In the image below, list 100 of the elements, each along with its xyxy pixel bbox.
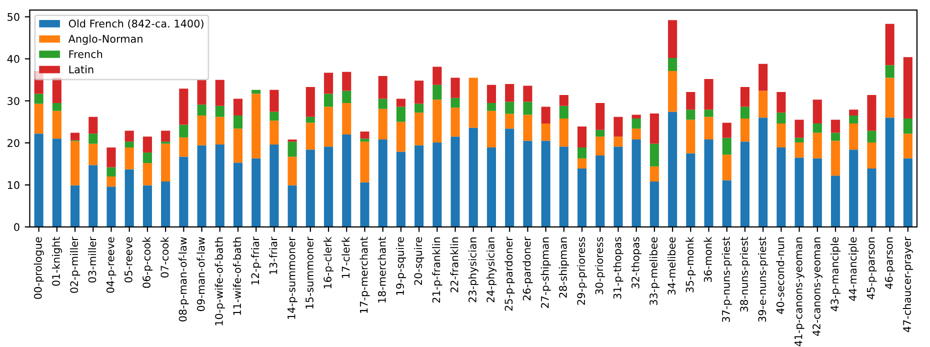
bar (450, 78, 460, 98)
bar (668, 20, 678, 58)
x-tick-label: 34-melibee (668, 237, 676, 295)
bar (106, 167, 116, 176)
bar (523, 102, 532, 115)
bar (88, 134, 98, 144)
bar (885, 78, 894, 118)
bar (252, 94, 261, 158)
bar (360, 132, 370, 139)
bar (396, 98, 406, 107)
bar (632, 140, 641, 227)
bar (740, 142, 750, 227)
x-tick-label: 19-p-squire (396, 237, 406, 295)
x-tick-label: 33-p-melibee (649, 237, 660, 306)
x-tick-label: 21-p-franklin (432, 238, 442, 303)
x-tick-label: 23-physician (468, 238, 478, 302)
bar (396, 106, 406, 122)
bar (34, 104, 44, 134)
bar (88, 116, 98, 134)
bar (650, 144, 659, 166)
bar (52, 138, 62, 227)
x-tick-label: 22-franklin (450, 238, 458, 292)
bar (776, 112, 786, 124)
bar (758, 64, 768, 91)
bar (179, 156, 188, 227)
bar (885, 118, 894, 227)
bar (468, 128, 478, 227)
bar (722, 122, 732, 138)
bar (270, 120, 279, 145)
bar (270, 144, 279, 227)
bar (541, 106, 550, 124)
bar (686, 92, 696, 110)
bar (124, 169, 134, 227)
y-tick-label: 40 (7, 55, 20, 63)
x-tick-label: 31-p-thopas (613, 237, 624, 299)
bar (849, 110, 858, 116)
bar (559, 94, 568, 106)
bar (106, 186, 116, 227)
bar (233, 128, 243, 163)
x-tick-label: 35-p-monk (686, 236, 696, 292)
bar (70, 141, 80, 186)
bar (577, 126, 587, 148)
bar (794, 138, 804, 142)
x-tick-label: 41-p-canons-yeoman (794, 238, 804, 346)
bar (197, 116, 206, 146)
x-tick-label: 36-monk (704, 236, 712, 282)
x-tick-label: 28-shipman (558, 238, 569, 298)
x-tick-label: 25-p-pardoner (504, 236, 515, 311)
bar (161, 130, 170, 142)
bar (197, 104, 206, 116)
bar (812, 132, 822, 158)
bar (704, 116, 714, 140)
bar (450, 108, 460, 137)
bar (849, 124, 858, 150)
bar (614, 136, 623, 147)
bar (650, 166, 659, 182)
bar (776, 92, 786, 113)
bar (396, 152, 406, 227)
bar (903, 57, 912, 118)
x-tick-label: 00-prologue (34, 237, 44, 299)
bar (215, 144, 224, 227)
legend-label: Old French (842-ca. 1400) (68, 19, 204, 29)
bar (794, 142, 804, 158)
legend-label: French (69, 50, 102, 58)
y-tick-label: 0 (14, 223, 20, 232)
bar (486, 102, 496, 111)
bar (233, 116, 243, 129)
bar (614, 146, 623, 227)
bar (740, 118, 750, 142)
bar (414, 104, 424, 113)
x-tick-label: 37-p-nuns-priest (722, 236, 732, 322)
bar (52, 110, 62, 139)
bar (650, 113, 659, 144)
bar (124, 142, 134, 148)
x-tick-label: 10-p-wife-of-bath (214, 238, 225, 326)
bar (505, 114, 514, 129)
bar (396, 122, 406, 152)
bar (306, 122, 315, 150)
bar (632, 114, 641, 118)
bar (34, 94, 44, 104)
x-tick-label: 01-knight (52, 236, 62, 286)
bar (106, 148, 116, 168)
x-tick-label: 17-clerk (342, 236, 350, 278)
x-tick-label: 14-p-summoner (288, 236, 298, 319)
bar (668, 71, 678, 112)
bar (758, 118, 768, 227)
bar (486, 148, 496, 227)
y-tick-label: 10 (8, 181, 20, 190)
bar (650, 182, 659, 227)
bar (541, 124, 550, 141)
y-tick-label: 50 (8, 13, 20, 21)
bar (88, 144, 98, 166)
bar (559, 118, 568, 147)
bar (378, 140, 388, 227)
bar (414, 145, 424, 227)
x-tick-label: 27-p-shipman (540, 238, 551, 308)
bar (686, 120, 696, 154)
x-tick-label: 29-p-prioress (576, 237, 588, 305)
bar (124, 148, 134, 170)
bar (106, 176, 116, 187)
